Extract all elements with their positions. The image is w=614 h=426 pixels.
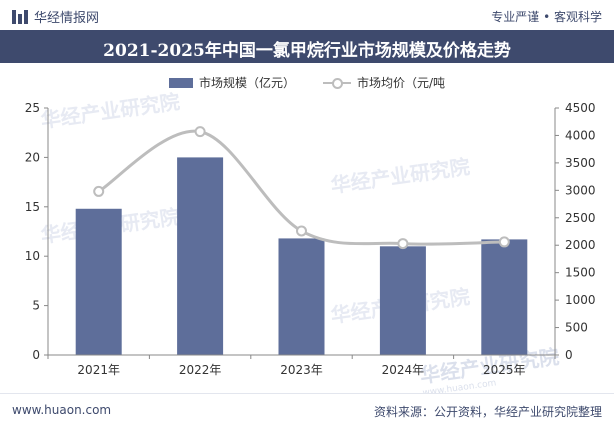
x-tick-label: 2022年 bbox=[179, 363, 222, 377]
left-tick-label: 0 bbox=[32, 348, 40, 362]
brand: 华经情报网 bbox=[12, 7, 99, 26]
line-point bbox=[296, 225, 307, 237]
title-bar: 2021-2025年中国一氯甲烷行业市场规模及价格走势 bbox=[0, 30, 614, 63]
right-tick-label: 3000 bbox=[565, 183, 596, 197]
left-tick-label: 10 bbox=[25, 249, 40, 263]
legend-bar-swatch bbox=[168, 77, 193, 88]
right-tick-label: 3500 bbox=[565, 156, 596, 170]
chart-legend: 市场规模（亿元） 市场均价（元/吨 bbox=[0, 74, 614, 91]
left-tick-label: 5 bbox=[32, 299, 40, 313]
brand-name: 华经情报网 bbox=[34, 11, 100, 26]
right-tick-label: 2000 bbox=[565, 238, 596, 252]
line-point bbox=[194, 126, 206, 138]
bar bbox=[481, 239, 528, 355]
line-point bbox=[397, 238, 409, 250]
bar bbox=[177, 157, 224, 355]
right-tick-label: 1500 bbox=[565, 266, 596, 280]
footer: www.huaon.com 资料来源：公开资料，华经产业研究院整理 bbox=[0, 393, 614, 426]
line-point bbox=[93, 185, 105, 197]
right-tick-label: 2500 bbox=[565, 211, 596, 225]
legend-item-line: 市场均价（元/吨 bbox=[322, 74, 446, 91]
bar bbox=[379, 246, 426, 355]
bar bbox=[278, 238, 325, 355]
x-tick-label: 2021年 bbox=[77, 363, 120, 377]
right-tick-label: 1000 bbox=[565, 293, 596, 307]
data-source: 资料来源：公开资料，华经产业研究院整理 bbox=[373, 405, 602, 419]
left-tick-label: 20 bbox=[25, 150, 40, 164]
x-tick-label: 2024年 bbox=[382, 363, 425, 377]
bar-series bbox=[75, 157, 528, 355]
site-url: www.huaon.com bbox=[12, 403, 112, 417]
left-tick-label: 25 bbox=[25, 101, 40, 115]
right-tick-label: 4000 bbox=[565, 128, 596, 142]
right-tick-label: 4500 bbox=[565, 101, 596, 115]
right-tick-label: 0 bbox=[565, 348, 573, 362]
x-tick-label: 2023年 bbox=[280, 363, 323, 377]
left-axis: 0 5 10 15 20 25 bbox=[25, 101, 49, 362]
right-tick-label: 500 bbox=[565, 321, 588, 335]
chart-title: 2021-2025年中国一氯甲烷行业市场规模及价格走势 bbox=[103, 41, 511, 61]
legend-line-swatch bbox=[322, 77, 351, 89]
left-tick-label: 15 bbox=[25, 200, 40, 214]
x-tick-label: 2025年 bbox=[483, 363, 526, 377]
line-point bbox=[498, 236, 510, 248]
line-series bbox=[93, 126, 510, 250]
right-axis: 0 500 1000 1500 2000 2500 3000 3500 4000 4500 bbox=[554, 101, 596, 362]
bar bbox=[75, 208, 122, 355]
brand-logo-icon bbox=[12, 9, 28, 24]
legend-label-line: 市场均价（元/吨 bbox=[356, 76, 446, 90]
legend-item-bar: 市场规模（亿元） bbox=[168, 74, 295, 91]
brand-tagline: 专业严谨 • 客观科学 bbox=[491, 10, 602, 24]
x-axis: 2021年 2022年 2023年 2024年 2025年 bbox=[47, 354, 556, 377]
top-bar: 华经情报网 专业严谨 • 客观科学 bbox=[0, 0, 614, 30]
legend-label-bar: 市场规模（亿元） bbox=[198, 76, 295, 90]
